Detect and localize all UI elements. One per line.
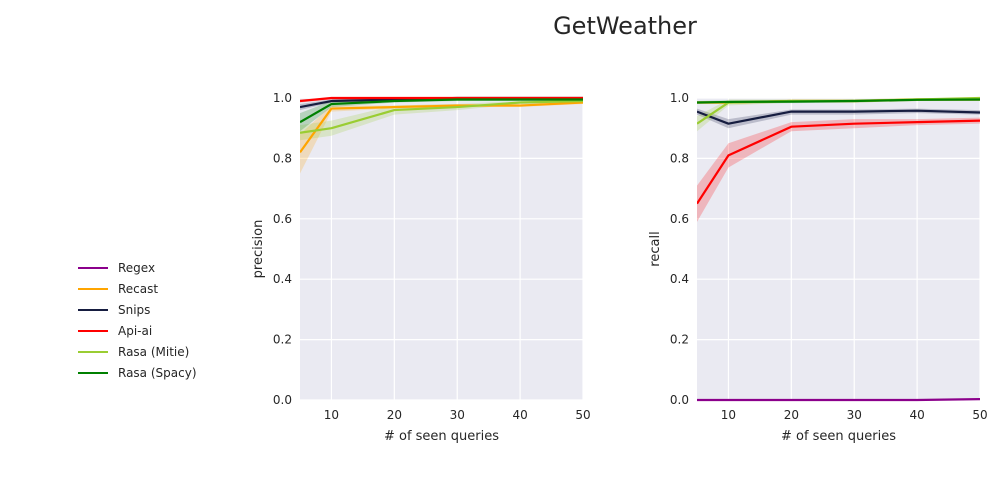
- precision-x-tick-label: 50: [575, 408, 590, 422]
- precision-y-tick-label: 0.0: [273, 393, 292, 407]
- precision-line-rasa-mitie: [300, 99, 583, 134]
- recall-line-api-ai: [697, 119, 980, 205]
- precision-line-rasa-spacy: [300, 98, 583, 124]
- recall-x-tick-label: 10: [721, 408, 736, 422]
- precision-plot: 10 20 30 40 50 0.0 0.2 0.4 0.6 0.8 1.0 # of seen qu…: [251, 91, 591, 444]
- recall-plot: 10 20 30 40 50 0.0 0.2 0.4 0.6 0.8 1.0 # of seen qu…: [648, 91, 988, 444]
- recall-y-tick-label: 0.4: [670, 272, 689, 286]
- precision-x-tick-label: 30: [450, 408, 465, 422]
- figure-title: GetWeather: [553, 12, 697, 40]
- recall-line-snips: [697, 109, 980, 125]
- precision-line-api-ai: [300, 96, 583, 103]
- precision-y-axis-label: precision: [251, 220, 266, 279]
- legend-label-recast: Recast: [118, 282, 158, 296]
- recall-band-api-ai: [697, 117, 980, 222]
- precision-y-tick-label: 0.4: [273, 272, 292, 286]
- recall-line-regex: [697, 397, 980, 402]
- precision-y-tick-label: 1.0: [273, 91, 292, 105]
- recall-y-tick-label: 0.8: [670, 151, 689, 165]
- recall-series-group: [697, 96, 980, 402]
- recall-y-tick-label: 0.2: [670, 333, 689, 347]
- recall-band-snips: [697, 108, 980, 129]
- recall-x-tick-label: 50: [972, 408, 987, 422]
- recall-line-rasa-spacy: [697, 98, 980, 104]
- precision-line-recast: [300, 101, 583, 154]
- precision-plot-area: [300, 98, 583, 400]
- recall-x-tick-label: 30: [847, 408, 862, 422]
- recall-y-tick-label: 0.0: [670, 393, 689, 407]
- recall-x-tick-label: 40: [909, 408, 924, 422]
- precision-x-tick-label: 20: [387, 408, 402, 422]
- legend-label-rasa-spacy: Rasa (Spacy): [118, 366, 197, 380]
- precision-x-tick-label: 40: [512, 408, 527, 422]
- legend-label-regex: Regex: [118, 261, 155, 275]
- precision-x-tick-label: 10: [324, 408, 339, 422]
- recall-x-axis-label: # of seen queries: [781, 429, 896, 444]
- legend: Regex Recast Snips Api-ai Rasa (Mitie) Rasa (…: [78, 261, 197, 380]
- precision-y-tick-label: 0.8: [273, 151, 292, 165]
- recall-y-tick-label: 0.6: [670, 212, 689, 226]
- recall-y-tick-label: 1.0: [670, 91, 689, 105]
- precision-y-tick-label: 0.6: [273, 212, 292, 226]
- precision-y-tick-label: 0.2: [273, 333, 292, 347]
- legend-label-snips: Snips: [118, 303, 150, 317]
- precision-x-axis-label: # of seen queries: [384, 429, 499, 444]
- recall-y-axis-label: recall: [648, 231, 663, 266]
- precision-series-group: [300, 96, 583, 174]
- recall-x-tick-label: 20: [784, 408, 799, 422]
- legend-label-api-ai: Api-ai: [118, 324, 152, 338]
- legend-label-rasa-mitie: Rasa (Mitie): [118, 345, 189, 359]
